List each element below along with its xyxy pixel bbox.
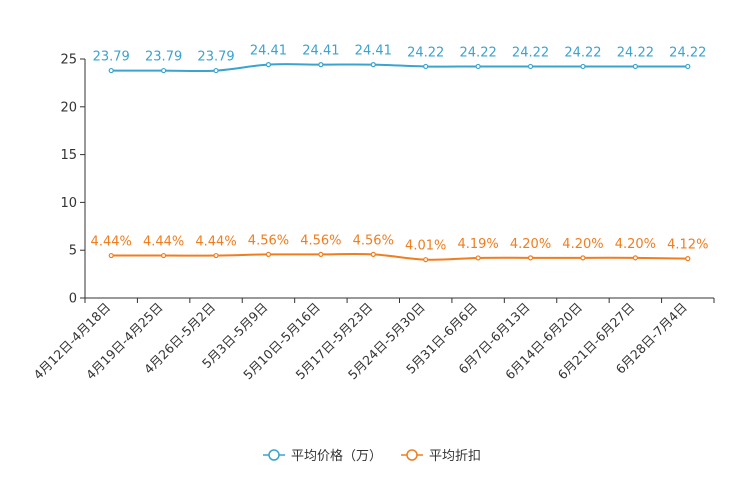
data-label: 24.22 — [617, 45, 654, 60]
data-point[interactable] — [632, 255, 638, 261]
data-point[interactable] — [213, 67, 219, 74]
data-point[interactable] — [213, 252, 219, 259]
legend-marker — [268, 449, 280, 461]
data-point[interactable] — [685, 63, 691, 70]
y-tick-label: 25 — [60, 53, 77, 68]
data-label: 4.56% — [300, 233, 341, 248]
data-label: 4.20% — [510, 237, 551, 252]
legend-item-1[interactable]: 平均价格（万） — [263, 448, 382, 464]
data-point[interactable] — [161, 67, 167, 74]
data-point[interactable] — [632, 63, 638, 70]
data-label: 4.12% — [667, 238, 708, 253]
data-label: 4.44% — [143, 235, 184, 250]
data-point[interactable] — [475, 63, 481, 70]
axes: 05101520254月12日-4月18日4月19日-4月25日4月26日-5月… — [30, 53, 715, 382]
legend-label: 平均折扣 — [429, 449, 481, 464]
data-label: 23.79 — [93, 50, 130, 65]
data-point[interactable] — [685, 256, 691, 262]
data-label: 4.44% — [91, 235, 132, 250]
data-point[interactable] — [265, 251, 272, 258]
data-point[interactable] — [265, 62, 272, 68]
data-label: 24.22 — [669, 45, 706, 60]
data-point[interactable] — [423, 257, 429, 263]
data-point[interactable] — [370, 62, 376, 68]
data-label: 24.22 — [564, 45, 601, 60]
series-group — [108, 62, 691, 263]
legend-label: 平均价格（万） — [291, 448, 382, 464]
data-label: 4.20% — [615, 237, 656, 252]
data-point[interactable] — [161, 252, 167, 259]
data-point[interactable] — [580, 63, 586, 70]
data-label: 4.01% — [405, 239, 446, 254]
data-label: 24.41 — [355, 44, 392, 59]
y-tick-label: 5 — [69, 244, 77, 259]
data-label: 24.22 — [407, 45, 444, 60]
data-labels-group: 23.79 23.79 23.79 24.41 24.41 24.41 24.22 24.22… — [91, 44, 709, 254]
data-label: 24.22 — [460, 45, 497, 60]
data-point[interactable] — [370, 251, 376, 258]
data-label: 24.41 — [250, 44, 287, 59]
data-point[interactable] — [318, 62, 324, 68]
legend-marker — [406, 449, 418, 461]
data-point[interactable] — [423, 63, 429, 70]
data-point[interactable] — [318, 251, 324, 258]
data-label: 4.44% — [195, 235, 236, 250]
y-tick-label: 15 — [60, 148, 77, 163]
data-label: 4.19% — [457, 237, 498, 252]
legend[interactable]: 平均价格（万） 平均折扣 — [263, 448, 481, 464]
data-label: 4.56% — [353, 233, 394, 248]
series-line-1 — [111, 63, 688, 73]
data-label: 4.56% — [248, 233, 289, 248]
data-point[interactable] — [108, 252, 114, 259]
data-point[interactable] — [527, 255, 534, 261]
data-label: 24.41 — [302, 44, 339, 59]
legend-item-2[interactable]: 平均折扣 — [401, 449, 481, 464]
y-tick-label: 0 — [69, 292, 77, 307]
data-label: 23.79 — [197, 50, 234, 65]
y-tick-label: 20 — [60, 100, 77, 115]
data-label: 4.20% — [562, 237, 603, 252]
data-point[interactable] — [527, 63, 534, 70]
data-label: 24.22 — [512, 45, 549, 60]
y-tick-label: 10 — [60, 196, 77, 211]
data-point[interactable] — [475, 255, 481, 261]
data-label: 23.79 — [145, 50, 182, 65]
data-point[interactable] — [580, 255, 586, 261]
series-line-2 — [111, 252, 688, 261]
data-point[interactable] — [108, 67, 114, 74]
